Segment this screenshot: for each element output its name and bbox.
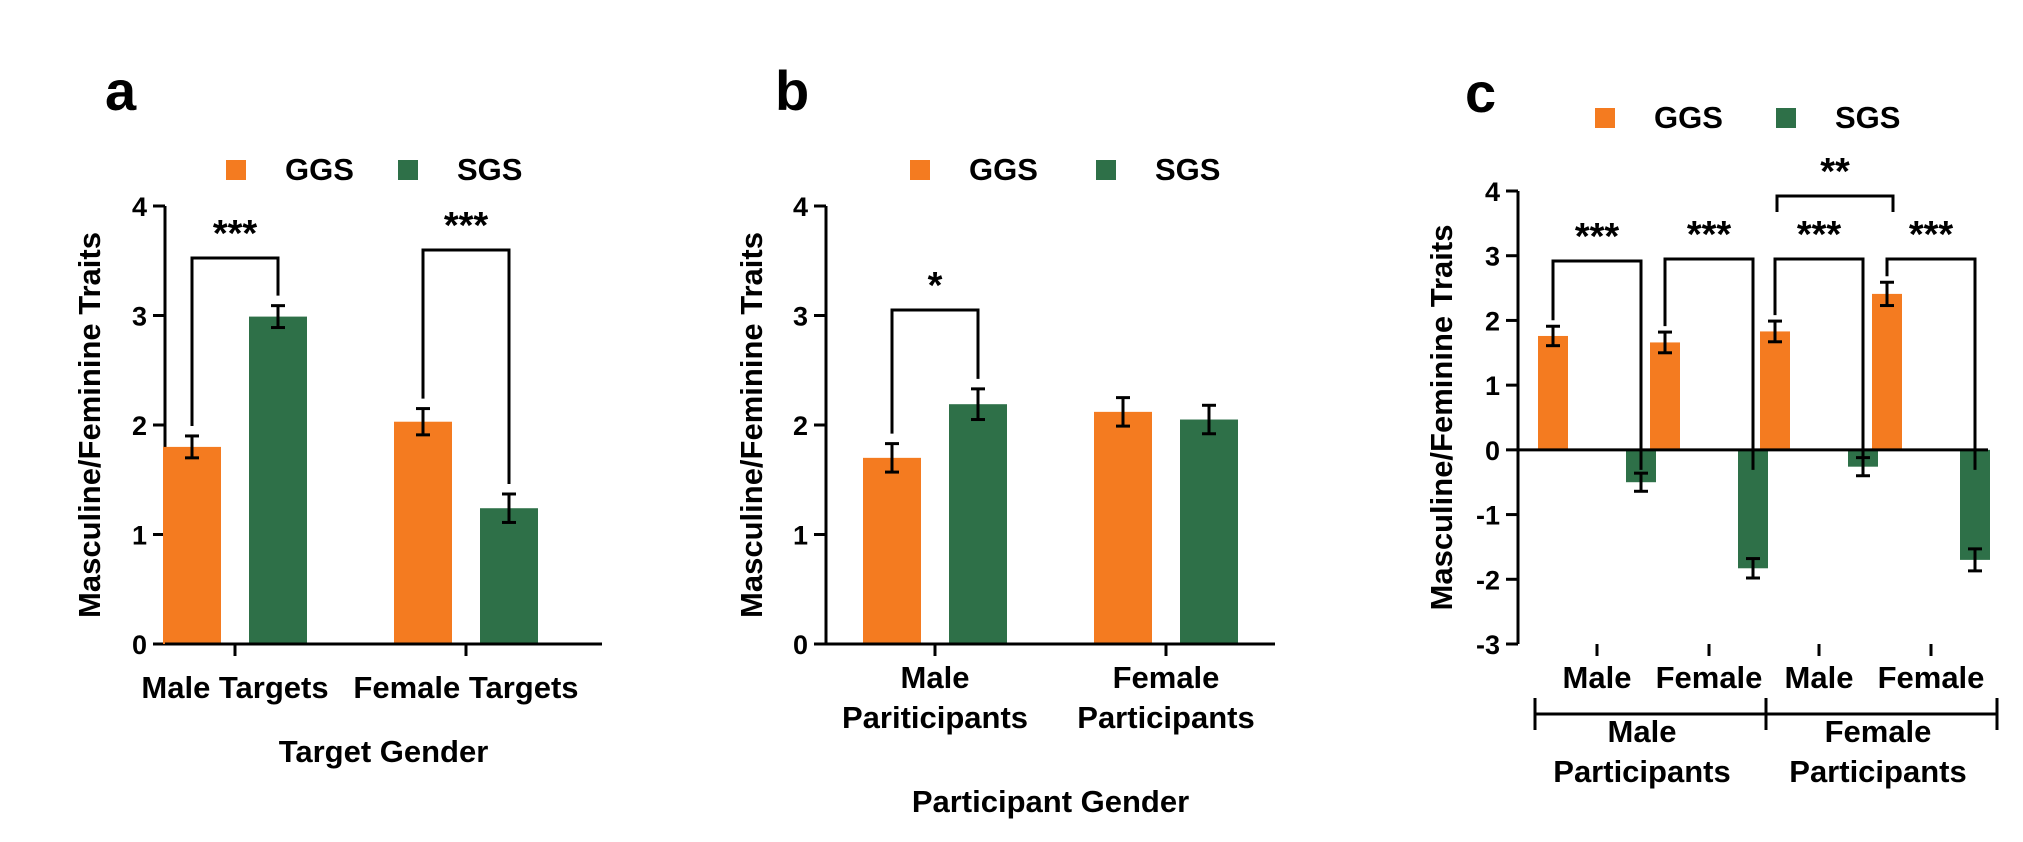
legend-label-sgs: SGS (1835, 100, 1900, 135)
x-tick-label: Male (901, 660, 970, 695)
bar-sgs-0 (949, 404, 1007, 644)
group-label: Participants (1553, 754, 1730, 789)
y-tick-label: 0 (1485, 436, 1500, 466)
x-tick-label: Female (1878, 660, 1985, 695)
y-tick-label: 1 (1485, 371, 1500, 401)
significance-label: *** (1575, 216, 1620, 258)
bar-ggs-1 (394, 421, 452, 644)
group-label: Female (1825, 714, 1932, 749)
x-tick-label: Male (1563, 660, 1632, 695)
y-axis-label: Masculine/Feminine Traits (734, 232, 769, 618)
panel-c: c GGS SGS -3 -2 -1 0 1 2 3 4 Masculine/Feminine Tra… (1424, 61, 1999, 789)
significance-bracket (421, 248, 511, 484)
y-tick-label: 1 (132, 521, 147, 551)
y-tick-label: 3 (132, 302, 147, 332)
y-axis-label: Masculine/Feminine Traits (1424, 225, 1459, 611)
y-tick-label: 4 (132, 192, 147, 222)
legend-swatch-sgs (1776, 108, 1796, 128)
bar-ggs-0 (163, 446, 221, 644)
y-tick-label: 4 (1485, 177, 1500, 207)
legend-swatch-ggs (910, 160, 930, 180)
x-tick-label: Male Targets (141, 670, 328, 705)
group-label: Male (1608, 714, 1677, 749)
significance-label: * (928, 265, 943, 307)
bar-sgs-0 (249, 316, 307, 644)
x-axis-label: Participant Gender (912, 784, 1189, 819)
significance-bracket (1663, 257, 1755, 470)
significance-bracket (1885, 257, 1977, 470)
x-tick-label: Male (1785, 660, 1854, 695)
group-label: Participants (1789, 754, 1966, 789)
y-tick-label: 3 (1485, 242, 1500, 272)
x-tick-label: Pariticipants (842, 700, 1028, 735)
y-tick-label: 2 (793, 411, 808, 441)
panel-b: b GGS SGS 0 1 2 3 4 Masculine/Feminine Traits Mal… (734, 59, 1275, 819)
y-tick-label: 2 (1485, 306, 1500, 336)
panel-letter: a (105, 59, 137, 122)
panel-letter: b (775, 59, 809, 122)
significance-label: *** (1909, 214, 1954, 256)
significance-label: *** (444, 205, 489, 247)
legend-label-ggs: GGS (1654, 100, 1723, 135)
bar-ggs-2 (1760, 331, 1790, 450)
bar-ggs-0 (863, 457, 921, 644)
y-tick-label: 0 (793, 630, 808, 660)
x-tick-label: Female Targets (353, 670, 578, 705)
y-tick-label: 3 (793, 302, 808, 332)
y-tick-label: 4 (793, 192, 808, 222)
significance-label: *** (1797, 214, 1842, 256)
legend-swatch-sgs (398, 160, 418, 180)
legend-label-ggs: GGS (969, 152, 1038, 187)
y-axis-label: Masculine/Feminine Traits (72, 232, 107, 618)
bar-ggs-0 (1538, 335, 1568, 450)
y-tick-label: 2 (132, 411, 147, 441)
bar-ggs-3 (1872, 293, 1902, 450)
y-tick-label: -1 (1476, 501, 1500, 531)
significance-bracket (890, 308, 980, 434)
legend-swatch-ggs (226, 160, 246, 180)
y-tick-label: -2 (1476, 565, 1500, 595)
legend-label-sgs: SGS (1155, 152, 1220, 187)
bar-sgs-1 (480, 508, 538, 644)
x-axis-label: Target Gender (279, 734, 489, 769)
significance-label: *** (213, 213, 258, 255)
legend-label-ggs: GGS (285, 152, 354, 187)
legend-label-sgs: SGS (457, 152, 522, 187)
legend-swatch-ggs (1595, 108, 1615, 128)
y-tick-label: 0 (132, 630, 147, 660)
x-tick-label: Participants (1077, 700, 1254, 735)
panel-letter: c (1465, 61, 1496, 124)
significance-bracket (1775, 194, 1895, 212)
panel-a: a GGS SGS 0 1 2 3 4 Masculine/Feminine Traits Mal… (72, 59, 602, 769)
x-tick-label: Female (1656, 660, 1763, 695)
x-tick-label: Female (1113, 660, 1220, 695)
significance-label: ** (1820, 151, 1850, 193)
y-tick-label: -3 (1476, 630, 1500, 660)
bar-ggs-1 (1650, 342, 1680, 450)
bar-sgs-1 (1180, 419, 1238, 644)
y-tick-label: 1 (793, 521, 808, 551)
significance-label: *** (1687, 214, 1732, 256)
significance-bracket (1551, 259, 1643, 470)
legend-swatch-sgs (1096, 160, 1116, 180)
significance-bracket (190, 256, 280, 426)
significance-bracket (1773, 257, 1865, 470)
bar-ggs-1 (1094, 411, 1152, 644)
